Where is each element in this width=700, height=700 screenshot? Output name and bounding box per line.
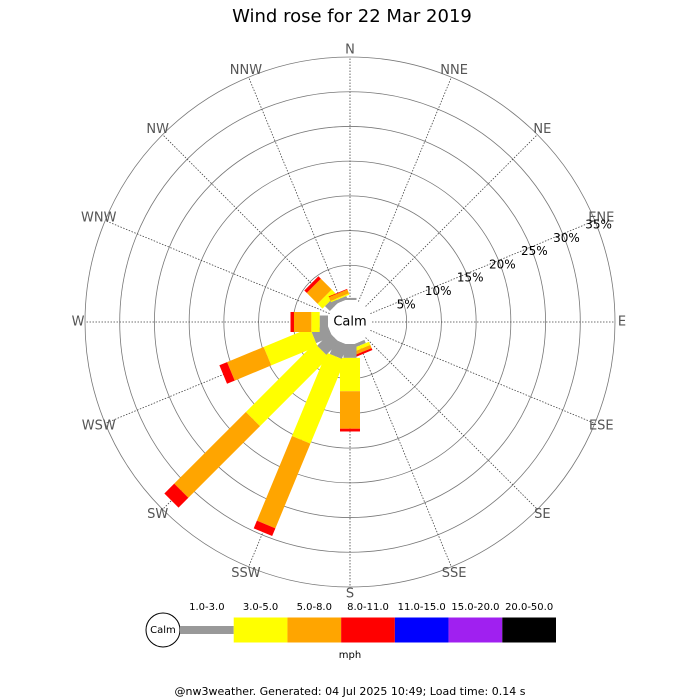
- legend-swatch: [233, 617, 288, 643]
- legend-label: 3.0-5.0: [243, 602, 278, 613]
- spoke: [370, 220, 595, 314]
- ring-label: 20%: [489, 257, 516, 271]
- chart-title: Wind rose for 22 Mar 2019: [232, 6, 472, 27]
- legend-unit: mph: [339, 650, 361, 661]
- direction-label: ESE: [589, 419, 614, 434]
- bar-segment: [328, 288, 348, 298]
- ring-label: 25%: [521, 244, 548, 258]
- ring-label: 30%: [553, 231, 580, 245]
- bar-segment: [263, 327, 318, 366]
- direction-label: NE: [533, 122, 551, 137]
- direction-label: NNW: [230, 63, 262, 78]
- legend-label: 8.0-11.0: [347, 602, 389, 613]
- bar-segment: [290, 312, 294, 332]
- direction-bar: [253, 339, 348, 537]
- legend-swatch: [502, 617, 556, 643]
- bar-segment: [319, 315, 328, 329]
- bar-segment: [340, 428, 360, 432]
- spoke: [365, 337, 538, 510]
- bar-segment: [256, 435, 311, 529]
- spoke: [358, 77, 452, 302]
- direction-bar: [328, 288, 350, 305]
- direction-bar: [290, 312, 328, 332]
- legend-swatch: [394, 617, 449, 643]
- bar-segment: [164, 483, 189, 508]
- direction-label: W: [72, 315, 85, 330]
- legend-calm-label: Calm: [150, 625, 176, 636]
- ring: [223, 195, 477, 449]
- direction-label: WSW: [82, 419, 116, 434]
- bar-segment: [245, 343, 329, 427]
- legend-swatch: [287, 617, 342, 643]
- bar-segment: [174, 411, 261, 498]
- ring: [84, 56, 616, 588]
- bar-segment: [317, 289, 337, 309]
- legend-label: 1.0-3.0: [189, 602, 224, 613]
- bar-segment: [304, 276, 321, 293]
- bar-segment: [227, 346, 272, 381]
- direction-bar: [343, 297, 357, 300]
- direction-label: S: [346, 587, 354, 602]
- bar-segment: [219, 362, 235, 384]
- bar-segment: [351, 344, 372, 356]
- spoke: [105, 220, 330, 314]
- spoke: [358, 342, 452, 567]
- legend-label: 5.0-8.0: [297, 602, 332, 613]
- ring-label: 35%: [585, 218, 612, 232]
- bar-segment: [353, 348, 373, 358]
- direction-label: SSE: [442, 566, 467, 581]
- direction-label: NNE: [440, 63, 468, 78]
- legend-label: 11.0-15.0: [398, 602, 446, 613]
- bar-segment: [343, 344, 357, 358]
- direction-label: N: [345, 43, 355, 58]
- legend-label: 15.0-20.0: [451, 602, 499, 613]
- direction-label: SSW: [231, 566, 261, 581]
- bar-segment: [330, 293, 350, 303]
- direction-bar: [340, 344, 360, 432]
- direction-label: WNW: [81, 210, 117, 225]
- legend-swatch: [341, 617, 395, 643]
- bar-segment: [340, 357, 360, 392]
- ring: [154, 126, 546, 518]
- bar-segment: [340, 391, 360, 429]
- legend-label: 20.0-50.0: [505, 602, 553, 613]
- bar-segment: [306, 278, 332, 304]
- direction-label: SE: [534, 507, 550, 522]
- direction-label: E: [618, 315, 626, 330]
- ring-label: 15%: [457, 271, 484, 285]
- direction-label: SW: [147, 507, 168, 522]
- bar-segment: [317, 332, 340, 355]
- legend-swatch: [180, 626, 234, 634]
- calm-label: Calm: [333, 315, 366, 330]
- bar-segment: [293, 312, 312, 332]
- ring-label: 5%: [397, 297, 416, 311]
- spoke: [162, 134, 335, 307]
- bar-segment: [334, 295, 348, 305]
- direction-label: NW: [146, 122, 169, 137]
- spoke: [248, 77, 342, 302]
- calm-circle: [328, 300, 372, 344]
- direction-bar: [219, 324, 333, 384]
- bar-segment: [253, 520, 276, 537]
- ring-label: 10%: [425, 284, 452, 298]
- legend-swatch: [448, 617, 503, 643]
- direction-bar: [164, 332, 340, 508]
- spoke: [365, 134, 538, 307]
- bar-segment: [328, 289, 349, 302]
- footer: @nw3weather. Generated: 04 Jul 2025 10:4…: [175, 685, 526, 698]
- bar-segment: [343, 297, 357, 300]
- bar-segment: [291, 352, 345, 444]
- spoke: [370, 330, 595, 424]
- bar-segment: [311, 312, 320, 332]
- direction-label: ENE: [588, 210, 614, 225]
